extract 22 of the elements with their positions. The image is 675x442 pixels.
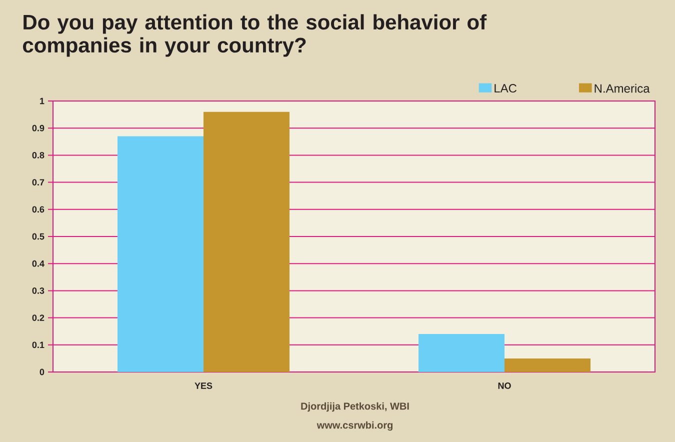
legend-label: LAC bbox=[494, 84, 517, 93]
x-tick-label: YES bbox=[194, 382, 212, 389]
y-tick-label: 0.6 bbox=[32, 206, 44, 213]
text: Djordjija Petkoski, WBI bbox=[301, 402, 409, 412]
text: www.csrwbi.org bbox=[316, 421, 392, 431]
bar bbox=[504, 358, 591, 372]
y-tick-label: 0.9 bbox=[32, 124, 44, 132]
bar bbox=[118, 136, 204, 372]
y-tick-label: 0.2 bbox=[32, 314, 44, 321]
y-tick-label: 0.1 bbox=[32, 342, 44, 348]
bar bbox=[418, 334, 505, 372]
legend-label: N.America bbox=[594, 84, 650, 93]
y-tick-label: 0.3 bbox=[32, 288, 44, 294]
chart-title: Do you pay attention to the social behavior of companies in your country? bbox=[23, 14, 487, 57]
bar bbox=[204, 112, 290, 372]
y-tick-label: 0.5 bbox=[32, 233, 44, 240]
y-tick-label: 0.8 bbox=[32, 152, 44, 158]
y-tick-label: 0.4 bbox=[32, 260, 44, 267]
y-tick-label: 0.7 bbox=[32, 179, 44, 186]
y-tick-label: 0 bbox=[40, 368, 44, 376]
x-tick-label: NO bbox=[498, 382, 511, 389]
y-tick-label: 1 bbox=[40, 98, 44, 104]
